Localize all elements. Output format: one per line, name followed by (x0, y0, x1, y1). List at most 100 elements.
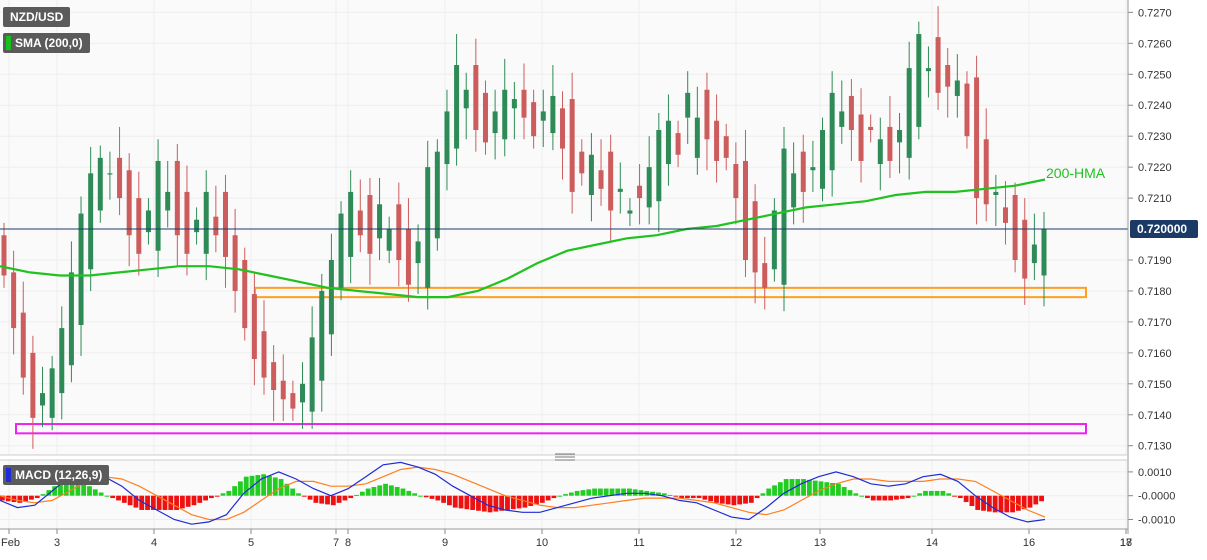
macd-hist-bar-negative (307, 495, 313, 500)
current-price-label: 0.720000 (1137, 222, 1187, 236)
macd-hist-bar-negative (952, 495, 957, 497)
macd-hist-bar-positive (290, 488, 296, 496)
candle-bear (637, 185, 643, 199)
macd-hist-bar-positive (46, 490, 52, 496)
candle-bear (280, 380, 286, 400)
macd-hist-bar-negative (348, 495, 354, 499)
macd-hist-bar-negative (23, 495, 29, 502)
x-tick-label: 17 (1120, 537, 1132, 549)
macd-hist-bar-positive (226, 490, 232, 496)
candle-bull (338, 213, 344, 288)
macd-hist-bar-negative (435, 495, 441, 501)
macd-hist-bar-positive (249, 475, 255, 496)
y-tick-label: 0.7180 (1138, 286, 1172, 298)
candle-bear (367, 195, 373, 254)
macd-hist-bar-negative (133, 495, 139, 508)
macd-hist-bar-positive (597, 488, 603, 496)
sma-indicator-badge[interactable]: SMA (200,0) (3, 33, 90, 53)
candle-bear (20, 312, 26, 378)
x-tick-label: 14 (926, 537, 938, 549)
candle-bear (762, 263, 768, 288)
candle-bull (78, 213, 84, 325)
macd-hist-bar-positive (841, 486, 847, 496)
macd-hist-bar-negative (1004, 495, 1010, 513)
candle-bull (820, 130, 826, 189)
candle-bear (290, 393, 296, 409)
candle-bear (723, 136, 729, 158)
candle-bull (68, 272, 74, 366)
candle-bear (945, 65, 951, 87)
axes (0, 0, 1133, 534)
macd-hist-bar-positive (661, 493, 667, 496)
symbol-badge[interactable]: NZD/USD (3, 7, 71, 27)
macd-hist-bar-positive (859, 495, 865, 497)
macd-hist-bar-negative (894, 495, 899, 500)
hma-annotation-label: 200-HMA (1046, 165, 1106, 181)
macd-hist-bar-positive (621, 488, 626, 496)
candle-bear (521, 89, 527, 118)
macd-hist-bar-positive (789, 479, 795, 496)
x-tick-label: 9 (442, 537, 448, 549)
macd-hist-bar-negative (313, 495, 319, 503)
candle-bear (1, 235, 7, 276)
candle-bull (617, 188, 623, 192)
macd-hist-bar-positive (557, 495, 563, 497)
y-tick-label: 0.7220 (1138, 162, 1172, 174)
candle-bear (704, 89, 710, 140)
macd-y-tick-label: 0.0010 (1138, 467, 1172, 479)
candle-bull (771, 210, 777, 270)
macd-hist-bar-negative (714, 495, 719, 503)
macd-indicator-badge[interactable]: MACD (12,26,9) (3, 465, 110, 485)
macd-hist-bar-positive (568, 492, 574, 496)
candle-bear (482, 92, 488, 143)
macd-hist-bar-positive (238, 481, 243, 496)
candle-bull (155, 160, 161, 251)
macd-hist-bar-negative (121, 495, 127, 503)
macd-color-swatch (6, 468, 11, 482)
macd-hist-bar-positive (656, 492, 661, 496)
candle-bull (791, 173, 797, 208)
macd-hist-bar-negative (1010, 495, 1015, 513)
macd-hist-bar-positive (98, 492, 104, 496)
candle-bear (174, 160, 180, 236)
macd-hist-bar-negative (998, 495, 1004, 513)
macd-hist-bar-positive (650, 491, 656, 496)
y-tick-label: 0.7210 (1138, 193, 1172, 205)
macd-hist-bar-negative (992, 495, 998, 513)
candle-bull (434, 151, 440, 239)
macd-hist-bar-positive (284, 483, 290, 496)
macd-hist-bar-positive (795, 479, 801, 496)
macd-hist-bar-negative (185, 495, 191, 507)
macd-hist-bar-negative (191, 495, 197, 506)
candle-bear (242, 260, 248, 329)
macd-hist-bar-positive (377, 485, 383, 496)
candle-bull (665, 120, 671, 165)
candle-bull (107, 173, 113, 175)
candle-bear (868, 126, 874, 130)
candle-bear (579, 151, 585, 174)
macd-hist-bar-positive (574, 490, 580, 496)
macd-hist-bar-positive (783, 479, 789, 496)
macd-series (0, 461, 1046, 525)
macd-hist-bar-positive (87, 486, 92, 496)
candle-bull (781, 148, 787, 285)
candle-bull (897, 130, 903, 143)
macd-hist-bar-positive (847, 490, 853, 496)
macd-hist-bar-positive (104, 495, 110, 497)
candle-bull (59, 328, 65, 394)
macd-hist-bar-positive (261, 474, 267, 496)
candle-bull (194, 219, 200, 233)
macd-hist-bar-positive (824, 482, 830, 496)
current-price-line: 0.720000 (0, 220, 1198, 239)
macd-hist-bar-positive (627, 488, 632, 496)
candle-bear (184, 191, 190, 254)
candle-bull (954, 80, 960, 96)
macd-hist-bar-positive (81, 484, 87, 496)
x-tick-label: 16 (1023, 537, 1035, 549)
candle-bear (569, 99, 575, 192)
macd-hist-bar-positive (272, 477, 278, 496)
candle-bull (203, 191, 209, 254)
macd-hist-bar-positive (400, 488, 406, 496)
macd-hist-bar-positive (40, 494, 46, 496)
hma-200-line (0, 178, 1046, 299)
